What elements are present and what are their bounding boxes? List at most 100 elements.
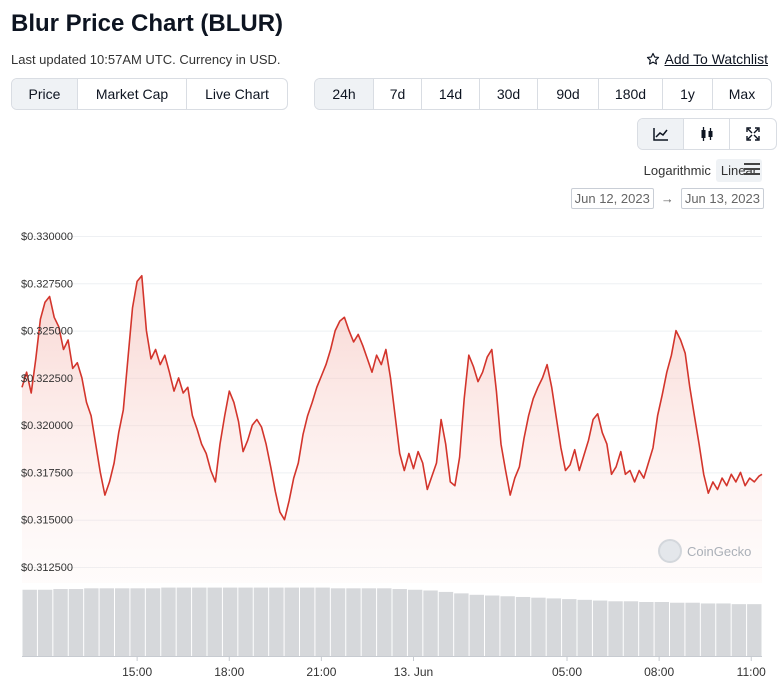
volume-bar <box>361 588 377 656</box>
date-from-input[interactable]: Jun 12, 2023 <box>570 188 654 209</box>
volume-bar <box>515 596 531 656</box>
volume-bar <box>300 587 315 656</box>
star-icon <box>646 52 659 65</box>
range-7d-button[interactable]: 7d <box>374 79 422 109</box>
tab-market-cap[interactable]: Market Cap <box>78 79 187 109</box>
volume-bar <box>269 587 284 656</box>
volume-bar <box>130 588 145 656</box>
coingecko-watermark: CoinGecko <box>658 539 751 563</box>
volume-bar <box>392 589 407 656</box>
volume-bar <box>207 587 222 656</box>
last-updated-text: Last updated 10:57AM UTC. Currency in US… <box>11 52 281 67</box>
y-tick-label: $0.330000 <box>21 231 73 243</box>
y-tick-label: $0.320000 <box>21 420 73 432</box>
time-range-selector: 24h 7d 14d 30d 90d 180d 1y Max <box>314 78 772 110</box>
range-90d-button[interactable]: 90d <box>538 79 599 109</box>
price-chart: $0.330000 $0.327500 $0.325000 $0.322500 $0.3… <box>21 231 766 679</box>
volume-bar <box>562 599 577 656</box>
logarithmic-scale-option[interactable]: Logarithmic <box>643 163 711 178</box>
coingecko-logo-icon <box>658 539 682 563</box>
volume-bar <box>546 598 562 656</box>
volume-bar <box>438 591 454 656</box>
volume-bar <box>37 589 53 656</box>
volume-bar <box>592 600 608 656</box>
x-tick-label: 11:00 <box>737 665 766 679</box>
volume-bar <box>716 603 731 656</box>
volume-bar <box>531 597 546 656</box>
volume-bar <box>407 589 423 656</box>
volume-bar <box>577 599 592 656</box>
volume-bar <box>469 594 484 656</box>
volume-bar <box>192 587 207 656</box>
y-tick-label: $0.325000 <box>21 326 73 338</box>
watchlist-label: Add To Watchlist <box>664 51 769 67</box>
volume-bar <box>84 588 99 656</box>
y-tick-label: $0.317500 <box>21 467 73 479</box>
range-max-button[interactable]: Max <box>728 86 756 102</box>
tab-live-chart[interactable]: Live Chart <box>205 86 269 102</box>
volume-bar <box>315 587 330 656</box>
volume-bar <box>747 604 762 656</box>
volume-bar <box>330 588 346 656</box>
tab-price[interactable]: Price <box>12 79 78 109</box>
volume-bar <box>608 601 623 656</box>
y-tick-label: $0.322500 <box>21 373 73 385</box>
volume-bar <box>670 602 685 656</box>
range-180d-button[interactable]: 180d <box>599 79 663 109</box>
volume-bar <box>500 596 515 656</box>
volume-bar <box>68 589 84 656</box>
volume-bar <box>115 588 130 656</box>
add-to-watchlist-link[interactable]: Add To Watchlist <box>646 51 769 67</box>
range-14d-button[interactable]: 14d <box>422 79 480 109</box>
volume-bar <box>176 587 192 656</box>
volume-bar <box>253 587 269 656</box>
volume-bar <box>22 589 37 656</box>
x-tick-label: 05:00 <box>552 665 582 679</box>
volume-bar <box>377 588 392 656</box>
volume-bar <box>145 588 161 656</box>
price-area-fill <box>22 275 762 583</box>
chart-style-toolbar <box>637 118 777 150</box>
volume-bar <box>623 601 639 656</box>
x-tick-label: 18:00 <box>214 665 244 679</box>
volume-bar <box>423 590 438 656</box>
fullscreen-icon <box>746 127 760 141</box>
volume-bar <box>161 587 176 656</box>
volume-bar <box>731 604 747 656</box>
volume-bar <box>485 595 500 656</box>
candlestick-icon <box>701 127 712 141</box>
chart-type-tabs: Price Market Cap Live Chart <box>11 78 288 110</box>
date-to-input[interactable]: Jun 13, 2023 <box>680 188 764 209</box>
date-range: Jun 12, 2023 → Jun 13, 2023 <box>570 188 764 209</box>
fullscreen-button[interactable] <box>730 119 776 149</box>
candlestick-button[interactable] <box>684 119 730 149</box>
price-line <box>21 274 763 521</box>
range-24h-button[interactable]: 24h <box>315 79 374 109</box>
x-tick-label: 21:00 <box>306 665 336 679</box>
volume-bar <box>99 588 114 656</box>
volume-bar <box>222 587 238 656</box>
x-tick-label: 08:00 <box>644 665 674 679</box>
chart-menu-icon[interactable] <box>744 163 760 178</box>
line-chart-icon <box>652 128 668 141</box>
arrow-right-icon: → <box>660 191 674 206</box>
line-chart-button[interactable] <box>638 119 684 149</box>
volume-bar <box>284 587 299 656</box>
volume-bar <box>639 602 654 656</box>
range-30d-button[interactable]: 30d <box>480 79 538 109</box>
volume-bar <box>346 588 361 656</box>
volume-bar <box>53 589 68 656</box>
range-1y-button[interactable]: 1y <box>663 79 713 109</box>
y-tick-label: $0.315000 <box>21 515 73 527</box>
page-title: Blur Price Chart (BLUR) <box>11 10 284 37</box>
y-tick-label: $0.327500 <box>21 278 73 290</box>
watermark-label: CoinGecko <box>687 543 752 559</box>
volume-bar <box>685 602 700 656</box>
volume-bar <box>454 593 469 656</box>
volume-bar <box>654 602 669 656</box>
volume-bar <box>238 587 253 656</box>
x-tick-label: 13. Jun <box>394 665 433 679</box>
volume-bar <box>700 603 716 656</box>
y-tick-label: $0.312500 <box>21 562 73 574</box>
x-tick-label: 15:00 <box>122 665 152 679</box>
